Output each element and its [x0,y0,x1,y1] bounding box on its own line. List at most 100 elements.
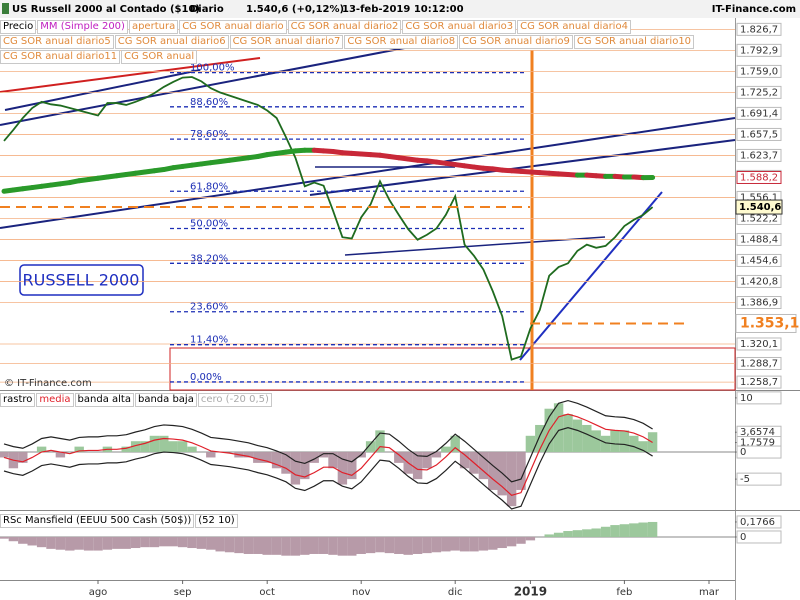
histogram-bar [337,452,348,485]
trend-line [519,191,663,361]
watermark: © IT-Finance.com [4,378,92,389]
tick-box [736,445,782,459]
histogram-bar [450,536,460,551]
tick-box [736,472,782,486]
series-line [3,427,653,510]
histogram-bar [253,452,263,463]
histogram-bar [74,536,84,550]
histogram-bar [563,414,573,453]
histogram-bar [234,536,244,554]
histogram-bar [459,536,470,552]
level-label: 1.353,1 [740,315,799,331]
tick-box [736,337,782,351]
histogram-bar [431,452,442,458]
histogram-bar [290,452,301,485]
histogram-bar [196,536,207,549]
histogram-bar [300,536,310,555]
histogram-bar [318,452,329,458]
y-tick-label: 1.725,2 [740,87,778,98]
trend-line [0,46,411,126]
histogram-bar [488,536,498,550]
histogram-bar [394,536,404,554]
drawings [0,28,736,391]
fib-label: 88,60% [190,97,228,108]
histogram-bar [159,435,169,453]
histogram-bar [478,536,489,551]
histogram-bar [177,441,188,453]
histogram-bar [394,452,404,463]
ma-label: 1.588,2 [740,172,778,183]
tick-box [736,127,782,141]
indicator-tabs: rastro media banda alta banda baja cero (-20… [0,393,735,408]
fib-label: 78,60% [190,129,228,140]
x-tick-label: dic [448,587,463,598]
histogram-bar [46,536,56,549]
indicator-tab: CG SOR anual diario3 [402,20,517,34]
histogram-bar [431,536,442,553]
histogram-bar [525,536,536,541]
histogram-bar [582,424,592,453]
histogram-bar [412,452,423,480]
fib-label: 61,80% [190,181,228,192]
y-tick-label: 1.792,9 [740,45,778,56]
histogram-bar [506,452,517,507]
x-tick-label: oct [259,587,275,598]
tick-box [736,295,782,309]
histogram-bar [262,452,272,463]
histogram-bar [441,536,451,552]
histogram-bar [8,536,19,542]
indicator-tab: CG SOR anual diario10 [573,35,695,49]
histogram-bar [318,536,329,554]
histogram-bar [600,435,611,453]
tick-box [736,43,782,57]
histogram-bar [83,536,94,551]
tick-box [736,253,782,267]
histogram-bar [0,452,9,458]
header-title: US Russell 2000 al Contado ($10) [12,4,200,15]
histogram-bar [271,536,282,555]
tick-box [736,530,782,544]
histogram-bar [572,419,583,453]
y-tick-label: 1,7579 [740,438,775,449]
histogram-bar [488,452,498,490]
histogram-bar [610,525,620,537]
histogram-bar [206,452,216,458]
indicator-tab: CG SOR anual diario5 [0,35,114,49]
y-tick-label: 1.454,6 [740,255,778,266]
indicator-tab: banda alta [74,393,134,407]
series-line [3,76,654,361]
histogram-bar [553,403,564,453]
x-tick-label: mar [699,587,720,598]
level-box [735,313,797,333]
histogram-bar [74,446,84,453]
histogram-bar [441,446,451,453]
histogram-bar [450,435,460,453]
y-tick-label: 1.258,7 [740,377,778,388]
histogram-bar [516,452,526,490]
histogram-bar [365,441,376,453]
histogram-bar [384,536,395,554]
last-price-label: 1.540,6 [739,202,781,213]
histogram-bar [187,446,197,453]
fib-label: 38,20% [190,253,228,264]
indicator-tab: CG SOR anual diario4 [517,20,631,34]
histogram-bar [516,536,526,544]
x-tick-label: nov [352,587,370,598]
indicator-tabs: RSc Mansfield (EEUU 500 Cash (50$)) (52 1… [0,514,735,529]
histogram-bar [93,536,103,551]
histogram-bar [309,536,319,554]
trend-line [344,236,606,256]
y-tick-label: 1.320,1 [740,339,778,350]
histogram-bar [281,536,291,556]
y-tick-label: 1.691,4 [740,108,778,119]
histogram-bar [422,536,432,554]
header-bar [0,0,800,18]
y-tick-label: 0 [740,447,746,458]
series-line [3,399,653,483]
header-brand: IT-Finance.com [712,4,796,15]
histogram-bar [121,536,131,549]
histogram-bar [422,452,432,469]
trend-line [0,57,261,93]
